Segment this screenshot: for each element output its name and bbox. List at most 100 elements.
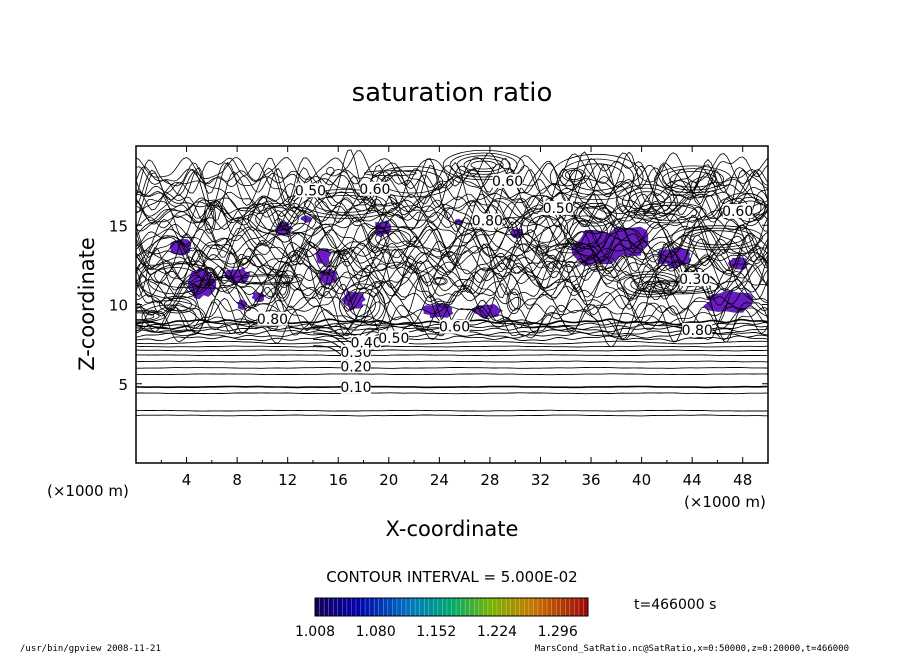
contour-line	[136, 228, 768, 273]
colorbar-bin	[515, 598, 520, 616]
contour-loop	[689, 230, 745, 246]
x-tick-label: 4	[182, 471, 192, 489]
contour-loop	[526, 215, 563, 243]
x-tick-label: 12	[278, 471, 297, 489]
x-axis-unit-left: (×1000 m)	[47, 482, 129, 500]
colorbar-bin	[487, 598, 493, 616]
colorbar-bin	[537, 598, 543, 616]
contour-line	[136, 354, 768, 357]
colorbar-bin	[337, 598, 343, 616]
colorbar-bin	[460, 598, 466, 616]
contour-line	[136, 243, 768, 300]
colorbar-bin	[355, 598, 361, 616]
colorbar-bin	[528, 598, 534, 616]
colorbar-tick-labels: 1.008 1.080 1.152 1.224 1.296	[295, 624, 578, 640]
contour-loop	[637, 279, 720, 295]
contour-line	[136, 232, 768, 280]
contour-loop	[671, 225, 763, 251]
contour-loop	[549, 153, 644, 201]
contour-loop	[654, 165, 732, 194]
chart-title: saturation ratio	[352, 78, 553, 108]
supersaturation-region	[315, 248, 332, 266]
contour-loop	[449, 152, 518, 178]
colorbar-tick-label: 1.080	[356, 624, 396, 640]
contour-loop	[136, 300, 206, 334]
contour-label: 0.40	[350, 336, 381, 352]
colorbar-bin	[465, 598, 470, 616]
x-axis-unit-right: (×1000 m)	[684, 493, 766, 511]
colorbar-bin	[497, 598, 502, 616]
contour-label-bg	[492, 173, 523, 188]
contour-loop	[255, 207, 299, 231]
contour-line	[312, 326, 389, 344]
colorbar-bin	[406, 598, 411, 616]
colorbar-bin	[446, 598, 452, 616]
x-tick-label: 24	[430, 471, 449, 489]
colorbar-bin	[492, 598, 498, 616]
contour-label: 0.20	[340, 359, 371, 375]
contour-loop	[537, 244, 548, 255]
contour-loop	[274, 270, 291, 302]
contour-loop	[240, 275, 294, 284]
contour-loop	[628, 191, 666, 213]
colorbar-bin	[324, 598, 329, 616]
contour-line	[136, 373, 768, 376]
x-tick-label: 16	[329, 471, 348, 489]
y-tick-label: 15	[109, 217, 128, 235]
contour-label: 0.80	[472, 213, 503, 229]
colorbar-bin	[474, 598, 479, 616]
contour-loop	[163, 297, 192, 312]
colorbar-bin	[424, 598, 429, 616]
contour-line	[136, 256, 768, 292]
colorbar-bin	[428, 598, 434, 616]
colorbar-bin	[319, 598, 325, 616]
contour-label: 0.60	[722, 204, 753, 220]
colorbar-bin	[351, 598, 357, 616]
contour-loop	[303, 192, 387, 216]
contour-line	[136, 245, 768, 269]
colorbar-bin	[410, 598, 416, 616]
contour-loop	[669, 171, 717, 188]
contour-line	[136, 349, 768, 352]
contour-loop	[348, 291, 376, 318]
colorbar-bin	[383, 598, 388, 616]
contour-line	[136, 360, 768, 363]
colorbar-bin	[369, 598, 375, 616]
contour-loop	[434, 277, 446, 285]
contour-loop	[314, 194, 377, 213]
colorbar-bin	[542, 598, 548, 616]
contour-loop	[680, 227, 754, 248]
contour-label: 0.60	[439, 320, 470, 336]
contour-loop	[573, 202, 617, 227]
contour-loop	[442, 149, 525, 181]
contour-loop	[369, 226, 418, 251]
colorbar-bin	[524, 598, 530, 616]
contour-loop	[432, 276, 448, 286]
contour-line	[136, 238, 768, 266]
contour-loop	[276, 273, 289, 299]
contour-line	[136, 149, 768, 204]
contour-label-bg	[682, 322, 713, 337]
contour-loop	[615, 184, 678, 220]
y-tick-label: 5	[118, 376, 128, 394]
contour-loop	[141, 304, 197, 330]
colorbar-tick-label: 1.152	[416, 624, 456, 640]
contour-line	[136, 248, 768, 290]
contour-line	[136, 161, 768, 213]
colorbar-bin	[396, 598, 402, 616]
contour-line	[136, 162, 768, 189]
contour-loop	[623, 273, 677, 295]
contour-loop	[277, 206, 317, 234]
contour-label-bg	[340, 379, 371, 394]
colorbar-tick-label: 1.296	[538, 624, 578, 640]
x-tick-label: 20	[379, 471, 398, 489]
contour-loop	[561, 168, 586, 182]
contour-label: 0.60	[492, 174, 523, 190]
contour-line	[136, 152, 768, 187]
contour-loop	[203, 202, 216, 234]
contour-line	[136, 163, 768, 222]
time-label: t=466000 s	[634, 597, 716, 613]
colorbar-bin	[478, 598, 484, 616]
contour-line	[136, 414, 768, 417]
